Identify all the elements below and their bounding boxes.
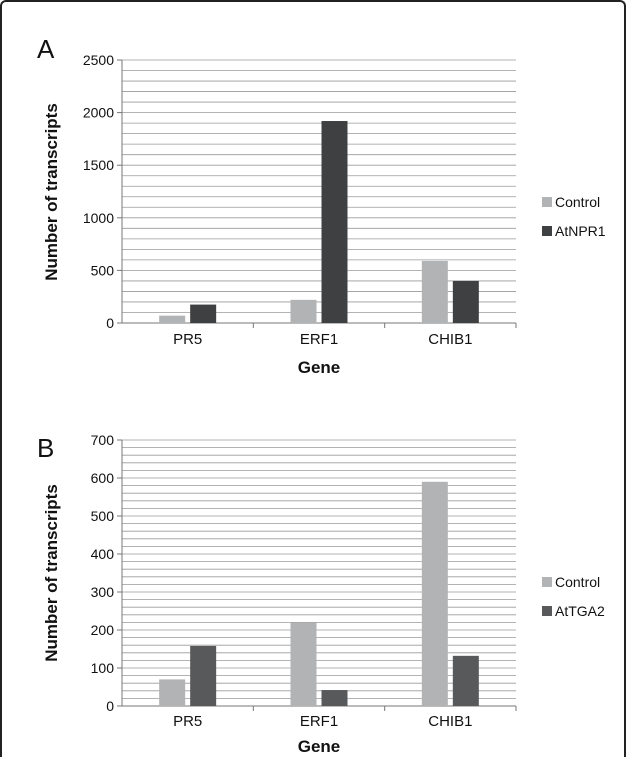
legend-label: AtTGA2 [555,603,605,619]
y-tick-label: 200 [91,622,115,638]
x-tick-label: CHIB1 [428,713,472,730]
y-tick-label: 600 [91,470,115,486]
chart-panel-a: A 0 500 1000 1500 2000 2500 PR5 ERF1 CHIB1 Number … [37,34,606,377]
bar-attga2-pr5 [190,645,217,706]
bar-control-chib1 [421,481,448,706]
x-axis-title: Gene [298,358,341,377]
legend-label: AtNPR1 [555,223,606,239]
y-tick-label: 300 [91,584,115,600]
x-tick-label: ERF1 [300,713,338,730]
panel-label: A [37,34,55,64]
x-axis-title: Gene [298,737,341,756]
y-tick-label: 500 [91,508,115,524]
legend-swatch [542,606,552,616]
y-tick-label: 500 [91,262,115,278]
bar-control-chib1 [421,260,448,323]
bar-control-erf1 [290,622,317,706]
bar-atnpr1-erf1 [321,121,348,324]
bar-atnpr1-chib1 [452,280,479,323]
legend-swatch [542,226,552,236]
legend-label: Control [555,574,600,590]
legend-label: Control [555,194,600,210]
panel-label: B [37,433,54,463]
bar-control-pr5 [159,679,186,706]
legend-swatch [542,197,552,207]
y-tick-label: 1000 [83,210,114,226]
x-tick-label: PR5 [173,713,202,730]
bar-control-erf1 [290,299,317,323]
bar-atnpr1-pr5 [190,304,217,323]
y-tick-label: 2000 [83,105,114,121]
bar-attga2-erf1 [321,690,348,706]
y-tick-label: 2500 [83,52,114,68]
y-tick-label: 700 [91,432,115,448]
x-tick-label: ERF1 [300,331,338,348]
y-axis-title: Number of transcripts [42,103,61,281]
legend-swatch [542,577,552,587]
chart-panel-b: B 0 100 200 300 400 500 600 700 PR5 ERF1 CHIB1 Numbe… [37,432,605,756]
y-axis-title: Number of transcripts [42,484,61,662]
y-tick-label: 0 [106,698,114,714]
bar-attga2-chib1 [452,655,479,706]
y-tick-label: 0 [106,315,114,331]
bar-control-pr5 [159,315,186,323]
x-tick-label: PR5 [173,331,202,348]
x-tick-label: CHIB1 [428,331,472,348]
y-tick-label: 1500 [83,157,114,173]
y-tick-label: 100 [91,660,115,676]
y-tick-label: 400 [91,546,115,562]
